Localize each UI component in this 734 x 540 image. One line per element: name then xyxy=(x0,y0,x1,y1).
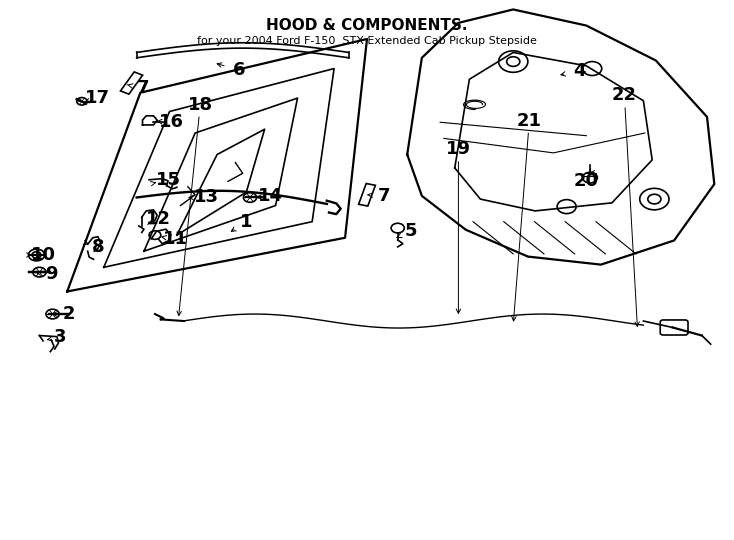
Text: 4: 4 xyxy=(573,62,585,80)
Text: 7: 7 xyxy=(377,187,390,205)
Text: 18: 18 xyxy=(188,96,213,113)
Bar xyxy=(120,72,142,94)
Text: 19: 19 xyxy=(446,140,471,158)
Text: 5: 5 xyxy=(404,222,417,240)
Text: 13: 13 xyxy=(194,188,219,206)
Text: 6: 6 xyxy=(233,61,245,79)
Text: 10: 10 xyxy=(32,246,57,264)
Text: 14: 14 xyxy=(258,187,283,205)
Text: for your 2004 Ford F-150  STX Extended Cab Pickup Stepside: for your 2004 Ford F-150 STX Extended Ca… xyxy=(197,36,537,46)
Text: 2: 2 xyxy=(62,305,75,323)
Text: 15: 15 xyxy=(156,171,181,189)
Text: 3: 3 xyxy=(54,328,66,346)
Text: 12: 12 xyxy=(146,210,171,228)
Bar xyxy=(359,184,375,206)
Text: 21: 21 xyxy=(517,112,542,130)
Text: 8: 8 xyxy=(92,239,105,256)
Text: 11: 11 xyxy=(163,231,188,248)
Text: 7: 7 xyxy=(137,79,149,97)
Text: 9: 9 xyxy=(45,265,57,284)
Text: 16: 16 xyxy=(159,113,184,131)
Text: 17: 17 xyxy=(85,89,110,107)
Text: 20: 20 xyxy=(574,172,599,191)
Text: 1: 1 xyxy=(240,213,252,231)
Text: HOOD & COMPONENTS.: HOOD & COMPONENTS. xyxy=(266,17,468,32)
Text: 22: 22 xyxy=(612,86,637,104)
